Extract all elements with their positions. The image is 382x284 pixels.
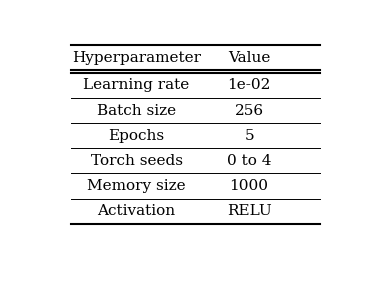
Text: 0 to 4: 0 to 4: [227, 154, 271, 168]
Text: 1000: 1000: [230, 179, 269, 193]
Text: Value: Value: [228, 51, 270, 64]
Text: Learning rate: Learning rate: [83, 78, 190, 92]
Text: Torch seeds: Torch seeds: [91, 154, 183, 168]
Text: Activation: Activation: [97, 204, 176, 218]
Text: 1e-02: 1e-02: [227, 78, 271, 92]
Text: 256: 256: [235, 103, 264, 118]
Text: Hyperparameter: Hyperparameter: [72, 51, 201, 64]
Text: Epochs: Epochs: [108, 129, 165, 143]
Text: Batch size: Batch size: [97, 103, 176, 118]
Text: 5: 5: [244, 129, 254, 143]
Text: RELU: RELU: [227, 204, 272, 218]
Text: Memory size: Memory size: [87, 179, 186, 193]
